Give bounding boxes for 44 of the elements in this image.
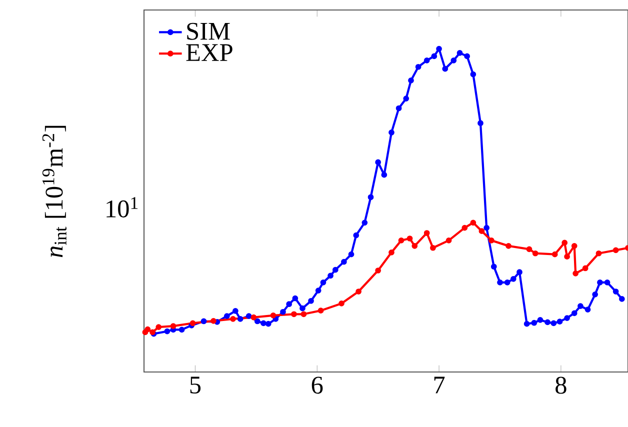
y-axis-title: n$_{int}$ [10$^{19}$m$^{-2}$]	[42, 126, 66, 258]
point	[526, 246, 532, 252]
point	[406, 236, 413, 242]
point	[532, 250, 538, 256]
point	[144, 326, 151, 332]
point	[596, 250, 602, 256]
legend-label: SIM	[187, 23, 230, 40]
point	[291, 311, 297, 318]
point	[250, 314, 257, 320]
point	[190, 320, 196, 326]
point	[300, 311, 307, 318]
x-tick-label: 8	[556, 376, 566, 394]
point	[230, 316, 236, 322]
point	[564, 254, 570, 260]
point	[462, 225, 468, 231]
x-tick-label: 5	[190, 376, 201, 394]
point	[210, 318, 216, 324]
legend-label: EXP	[186, 44, 232, 62]
point	[572, 270, 579, 277]
point	[398, 238, 404, 244]
point	[388, 250, 394, 256]
point	[412, 243, 418, 250]
point	[424, 230, 430, 236]
point	[338, 300, 344, 307]
point	[562, 240, 568, 246]
point	[582, 265, 588, 272]
point	[571, 243, 578, 250]
point	[470, 220, 476, 226]
point	[375, 268, 382, 274]
point	[156, 324, 162, 330]
point	[488, 238, 494, 244]
point	[446, 238, 452, 244]
point	[270, 312, 276, 319]
point	[356, 288, 362, 295]
text: 10$^{1}$	[106, 197, 138, 218]
point	[478, 228, 485, 234]
point	[170, 323, 176, 330]
point	[612, 247, 619, 254]
point	[430, 245, 436, 251]
point	[506, 243, 512, 250]
x-tick-label: 6	[312, 376, 323, 394]
x-tick-label: 7	[434, 376, 445, 394]
point	[552, 252, 558, 258]
point	[318, 308, 324, 314]
